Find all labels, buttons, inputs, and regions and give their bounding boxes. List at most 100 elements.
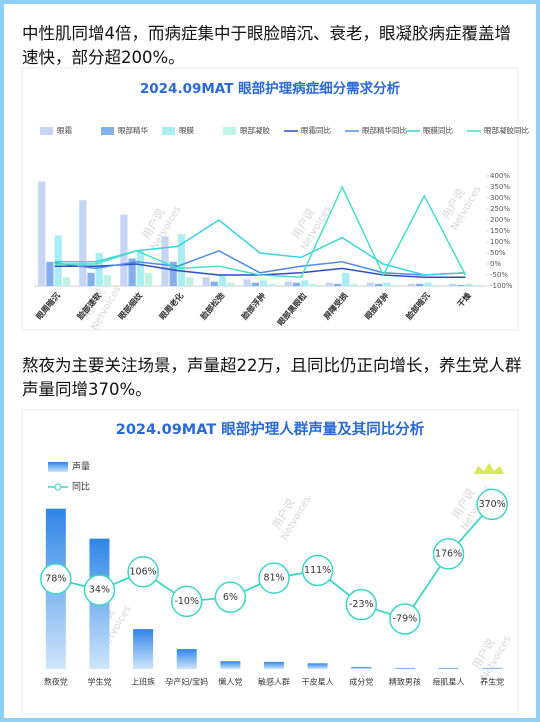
- point: [127, 556, 159, 588]
- legend-label: 眼部精华同比: [362, 125, 407, 135]
- bar: [120, 214, 128, 286]
- legend-swatch: [162, 127, 175, 135]
- bar: [375, 283, 383, 286]
- legend-swatch: [101, 127, 114, 135]
- x-tick-label: 精致男孩: [389, 677, 421, 687]
- bar: [416, 283, 424, 286]
- x-tick-label: 懒人党: [218, 677, 242, 687]
- legend-label: 眼霜: [57, 126, 72, 135]
- bar: [103, 275, 112, 286]
- bar: [128, 258, 136, 286]
- line: [54, 185, 467, 278]
- bar: [383, 282, 391, 286]
- bar: [133, 629, 154, 669]
- point: [476, 488, 508, 521]
- bar: [79, 200, 87, 286]
- bar: [87, 272, 95, 286]
- chart-title: 2024.09MAT 眼部护理病症细分需求分析: [140, 80, 401, 97]
- x-tick-label: 上班族: [131, 677, 155, 687]
- bar: [186, 277, 194, 286]
- legend-label: 眼部精华: [118, 125, 148, 135]
- x-tick-label: 学生党: [87, 677, 111, 687]
- point: [258, 562, 290, 594]
- legend-label: 眼霜同比: [301, 125, 331, 135]
- data-label: 34%: [89, 585, 110, 596]
- bar: [260, 280, 268, 286]
- bar: [38, 181, 46, 286]
- bar: [264, 661, 284, 669]
- bar: [325, 282, 333, 286]
- x-tick-label: 敏感人群: [258, 677, 290, 687]
- point: [345, 588, 378, 621]
- data-label: 6%: [223, 592, 238, 603]
- legend-swatch: [223, 127, 236, 135]
- bar: [284, 281, 292, 286]
- point: [83, 574, 116, 606]
- legend-label: 眼部凝胶同比: [484, 125, 529, 135]
- y2-tick-label: 400%: [490, 172, 510, 180]
- legend-label: 眼膜: [179, 125, 194, 135]
- bar: [333, 283, 342, 286]
- bar: [438, 667, 459, 669]
- bar: [407, 283, 416, 286]
- bar: [95, 253, 103, 286]
- y2-tick-label: 350%: [490, 183, 510, 191]
- bar: [227, 282, 235, 286]
- data-label: 81%: [263, 573, 284, 584]
- y2-tick-label: -50%: [490, 271, 508, 279]
- bar: [391, 284, 399, 286]
- legend-label: 声量: [72, 461, 90, 473]
- point: [389, 603, 421, 635]
- point: [432, 538, 465, 570]
- x-tick-label: 熬夜党: [44, 677, 68, 687]
- bar: [351, 666, 372, 669]
- y2-tick-label: 100%: [490, 238, 510, 246]
- point: [214, 581, 247, 614]
- line: [54, 249, 466, 276]
- x-tick-label: 痘肌星人: [433, 677, 465, 687]
- legend-label: 眼膜同比: [423, 125, 453, 135]
- y2-tick-label: 300%: [490, 194, 510, 202]
- bar: [482, 667, 503, 669]
- bar: [136, 250, 144, 286]
- bar: [309, 283, 317, 286]
- data-label: 111%: [304, 565, 331, 576]
- y2-tick-label: 200%: [490, 216, 510, 224]
- bar: [424, 282, 432, 286]
- bar: [457, 284, 465, 286]
- bar: [350, 283, 358, 286]
- crown-icon: [474, 463, 504, 474]
- bar: [342, 272, 350, 286]
- bar: [465, 283, 473, 286]
- y2-tick-label: 50%: [490, 249, 506, 257]
- bar: [251, 282, 259, 286]
- y2-tick-label: 0%: [490, 260, 501, 268]
- bar: [210, 281, 218, 286]
- note: 中性肌同增4倍，而病症集中于眼脸暗沉、衰老，眼凝胶病症覆盖增速快，部分超200%…: [22, 24, 511, 67]
- legend-label: 眼部凝胶: [240, 125, 270, 135]
- bar: [301, 280, 309, 286]
- x-tick-label: 孕产妇/宝妈: [165, 677, 208, 687]
- bar: [218, 275, 227, 286]
- bar: [432, 284, 440, 286]
- x-tick-label: 养生党: [480, 677, 504, 687]
- bar: [268, 283, 276, 286]
- data-label: 78%: [45, 573, 66, 584]
- bar: [202, 277, 210, 286]
- data-label: -79%: [393, 613, 418, 624]
- data-label: 106%: [130, 566, 157, 577]
- bar: [473, 284, 481, 286]
- bar: [366, 282, 375, 286]
- x-tick-label: 干皮星人: [302, 677, 334, 687]
- bar: [449, 283, 457, 286]
- bar: [243, 279, 251, 286]
- bar: [144, 272, 153, 286]
- data-label: -10%: [174, 596, 199, 607]
- bar: [62, 277, 70, 286]
- bar: [161, 236, 169, 286]
- point: [40, 563, 72, 595]
- legend-swatch: [40, 127, 53, 135]
- bar: [307, 663, 328, 669]
